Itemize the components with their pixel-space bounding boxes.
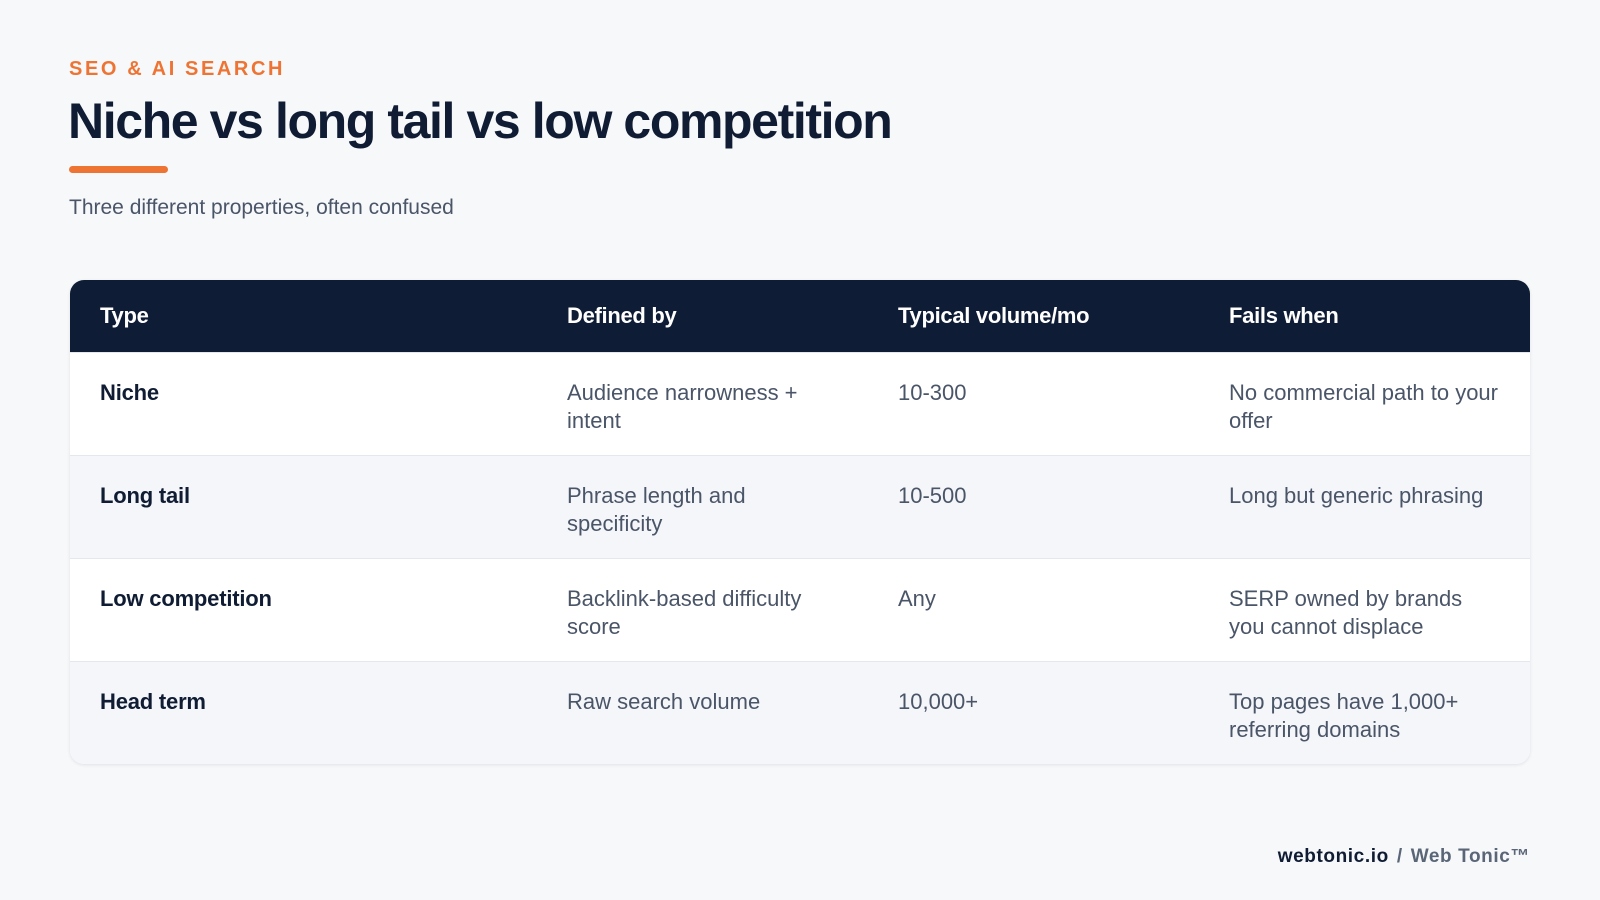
table-row: Niche Audience narrowness + intent 10-30… xyxy=(70,352,1530,455)
cell-fails-when: Top pages have 1,000+ referring domains xyxy=(1229,689,1459,742)
cell-fails-when: SERP owned by brands you cannot displace xyxy=(1229,586,1463,639)
footer-brand: Web Tonic™ xyxy=(1410,846,1530,867)
page-title: Niche vs long tail vs low competition xyxy=(68,93,893,149)
cell-fails-when: Long but generic phrasing xyxy=(1229,483,1484,508)
cell-fails-when: No commercial path to your offer xyxy=(1229,380,1498,433)
footer-separator: / xyxy=(1396,846,1403,867)
table-header: Type Defined by Typical volume/mo Fails … xyxy=(70,280,1530,352)
column-header-type: Type xyxy=(100,303,149,328)
title-underline xyxy=(69,166,168,173)
cell-type: Head term xyxy=(100,689,206,714)
column-header-defined-by: Defined by xyxy=(567,303,677,328)
cell-defined-by: Phrase length and specificity xyxy=(567,483,746,536)
cell-volume: 10-500 xyxy=(898,483,967,508)
table-row: Long tail Phrase length and specificity … xyxy=(70,455,1530,558)
cell-volume: 10,000+ xyxy=(898,689,979,714)
cell-type: Long tail xyxy=(100,483,190,508)
page-subtitle: Three different properties, often confus… xyxy=(69,196,454,219)
table-row: Low competition Backlink-based difficult… xyxy=(70,558,1530,661)
cell-type: Niche xyxy=(100,380,159,405)
cell-defined-by: Raw search volume xyxy=(567,689,761,714)
cell-defined-by: Backlink-based difficulty score xyxy=(567,586,802,639)
footer-credit: webtonic.io / Web Tonic™ xyxy=(1278,846,1530,868)
column-header-volume: Typical volume/mo xyxy=(898,303,1090,328)
cell-volume: 10-300 xyxy=(898,380,967,405)
column-header-fails-when: Fails when xyxy=(1229,303,1339,328)
footer-site: webtonic.io xyxy=(1277,846,1389,867)
cell-defined-by: Audience narrowness + intent xyxy=(567,380,798,433)
eyebrow-label: SEO & AI SEARCH xyxy=(69,58,286,80)
comparison-table: Type Defined by Typical volume/mo Fails … xyxy=(70,280,1530,764)
table-row: Head term Raw search volume 10,000+ Top … xyxy=(70,661,1530,764)
cell-type: Low competition xyxy=(100,586,272,611)
cell-volume: Any xyxy=(898,586,936,611)
